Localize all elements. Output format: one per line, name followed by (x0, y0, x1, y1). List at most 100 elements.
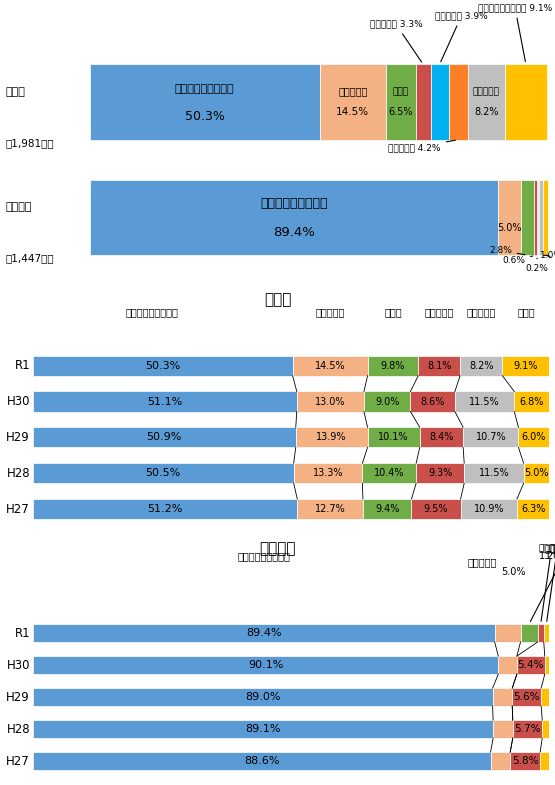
Bar (538, 180, 543, 255)
Text: 延滞督促後: 延滞督促後 (473, 88, 500, 97)
Text: 50.5%: 50.5% (145, 468, 181, 478)
Bar (521, 624, 538, 642)
Text: 9.8%: 9.8% (381, 360, 405, 371)
Bar (292, 356, 367, 376)
Text: 9.4%: 9.4% (375, 504, 400, 514)
Bar (464, 463, 523, 484)
Text: 申込手続きを行う前: 申込手続きを行う前 (126, 307, 179, 317)
Text: 1.0%: 1.0% (540, 251, 555, 260)
Bar (544, 624, 549, 642)
Bar (448, 64, 468, 140)
Bar (33, 356, 292, 376)
Text: H29: H29 (6, 431, 30, 444)
Bar (505, 64, 547, 140)
Text: 9.5%: 9.5% (424, 504, 448, 514)
Text: 1.0%: 1.0% (545, 551, 555, 561)
Bar (297, 499, 363, 519)
Bar (363, 499, 411, 519)
Bar (296, 427, 367, 447)
Bar (418, 356, 460, 376)
Bar (297, 392, 364, 411)
Bar (367, 356, 418, 376)
Text: 10.1%: 10.1% (379, 433, 409, 443)
Bar (468, 64, 505, 140)
Bar (33, 688, 493, 706)
Text: R1: R1 (14, 360, 30, 372)
Bar (364, 392, 411, 411)
Text: 6.8%: 6.8% (519, 396, 544, 407)
Text: その他: その他 (547, 544, 555, 622)
Text: 申込手続中: 申込手続中 (467, 557, 497, 568)
Bar (33, 656, 498, 674)
Bar (416, 64, 431, 140)
Text: 10.9%: 10.9% (473, 504, 504, 514)
Bar (33, 427, 296, 447)
Text: 89.4%: 89.4% (246, 628, 281, 638)
Bar (542, 720, 549, 738)
Text: 6.5%: 6.5% (388, 108, 413, 118)
Text: 89.4%: 89.4% (273, 226, 315, 239)
Text: 50.9%: 50.9% (147, 433, 182, 443)
Text: H28: H28 (7, 467, 30, 480)
Bar (495, 624, 521, 642)
Text: 5.8%: 5.8% (512, 756, 538, 766)
Bar (534, 180, 537, 255)
Bar (431, 64, 448, 140)
Text: 申込手続きを行う前: 申込手続きを行う前 (175, 84, 235, 94)
Text: 5.0%: 5.0% (524, 468, 549, 478)
Bar (493, 720, 513, 738)
Bar (502, 356, 549, 376)
Text: 無延滞者: 無延滞者 (6, 203, 32, 212)
Text: 0.6%: 0.6% (502, 256, 533, 265)
Text: 10.4%: 10.4% (374, 468, 405, 478)
Bar (420, 427, 463, 447)
Text: 申込手続きを行う前: 申込手続きを行う前 (238, 551, 290, 561)
Bar (367, 427, 420, 447)
Bar (540, 752, 549, 770)
Bar (537, 180, 538, 255)
Bar (416, 463, 464, 484)
Bar (514, 392, 549, 411)
Text: 89.0%: 89.0% (245, 692, 280, 702)
Text: （1,981人）: （1,981人） (6, 137, 54, 148)
Bar (90, 64, 320, 140)
Text: 14.5%: 14.5% (315, 360, 345, 371)
Text: 50.3%: 50.3% (185, 110, 225, 123)
Bar (512, 688, 541, 706)
Text: 延滞督促後: 延滞督促後 (467, 307, 496, 317)
Text: 返還開始後 4.2%: 返還開始後 4.2% (388, 141, 455, 152)
Text: 90.1%: 90.1% (248, 660, 283, 670)
Bar (545, 656, 549, 674)
Bar (411, 499, 461, 519)
Bar (491, 752, 510, 770)
Bar (461, 499, 517, 519)
Text: 2.8%: 2.8% (489, 246, 525, 255)
Text: 5.7%: 5.7% (514, 724, 541, 734)
Text: 51.2%: 51.2% (147, 504, 183, 514)
Text: 10.7%: 10.7% (476, 433, 506, 443)
Text: 8.2%: 8.2% (469, 360, 493, 371)
Bar (498, 656, 517, 674)
Bar (33, 624, 495, 642)
Text: 5.4%: 5.4% (518, 660, 544, 670)
Text: （1,447人）: （1,447人） (6, 254, 54, 264)
Text: 延滞者: 延滞者 (264, 292, 291, 307)
Text: 11.5%: 11.5% (470, 396, 500, 407)
Bar (510, 752, 540, 770)
Text: 13.3%: 13.3% (313, 468, 344, 478)
Text: 8.6%: 8.6% (421, 396, 445, 407)
Text: 5.0%: 5.0% (497, 223, 522, 233)
Bar (455, 392, 514, 411)
Text: 13.9%: 13.9% (316, 433, 347, 443)
Text: H30: H30 (7, 659, 30, 672)
Bar (538, 624, 544, 642)
Text: 5.6%: 5.6% (513, 692, 540, 702)
Text: 8.2%: 8.2% (474, 108, 499, 118)
Text: 無延滞者: 無延滞者 (259, 541, 296, 556)
Text: H30: H30 (7, 395, 30, 408)
Bar (517, 656, 545, 674)
Text: 申込手続中: 申込手続中 (315, 307, 345, 317)
Text: 貸与中  3.3%: 貸与中 3.3% (531, 544, 555, 622)
Text: 12.7%: 12.7% (315, 504, 345, 514)
Text: 貸与中: 貸与中 (393, 88, 409, 97)
